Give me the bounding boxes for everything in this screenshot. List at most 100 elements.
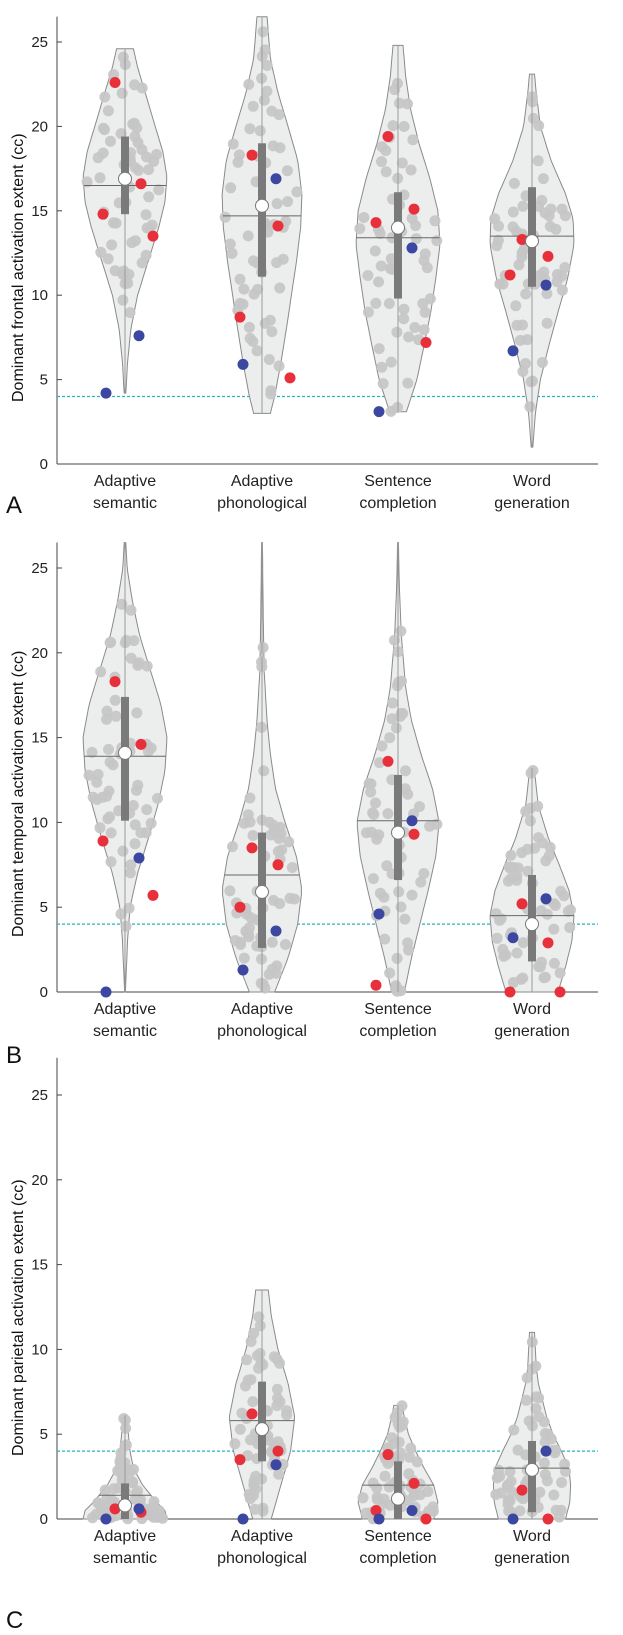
red-point — [516, 1484, 528, 1496]
data-point — [508, 862, 520, 873]
data-point — [374, 887, 386, 899]
data-point — [403, 1468, 415, 1480]
red-point — [272, 859, 284, 871]
data-point — [257, 978, 269, 990]
y-tick-label: 10 — [31, 814, 48, 831]
data-point — [254, 1348, 266, 1359]
red-point — [246, 1408, 258, 1420]
data-point — [411, 1456, 423, 1468]
data-point — [396, 1400, 408, 1412]
red-point — [234, 311, 246, 323]
data-point — [270, 967, 282, 979]
data-point — [548, 923, 560, 935]
red-point — [542, 250, 554, 262]
data-point — [405, 164, 417, 176]
blue-point — [540, 279, 552, 291]
data-point — [367, 873, 379, 885]
data-point — [238, 817, 250, 829]
data-point — [520, 1394, 532, 1406]
blue-point — [237, 1513, 249, 1525]
data-point — [117, 294, 129, 306]
data-point — [520, 805, 532, 817]
data-point — [245, 912, 257, 924]
data-point — [537, 173, 549, 185]
data-point — [393, 886, 405, 898]
panel-label-c: C — [6, 1607, 24, 1634]
red-point — [370, 1505, 382, 1517]
median-marker — [255, 884, 269, 899]
category-label: Sentence — [364, 1528, 432, 1545]
blue-point — [507, 932, 519, 944]
category-label: semantic — [93, 1023, 157, 1040]
data-point — [398, 313, 410, 325]
data-point — [142, 746, 154, 757]
blue-point — [373, 908, 385, 920]
data-point — [273, 1468, 285, 1480]
data-point — [357, 1492, 369, 1504]
data-point — [124, 867, 136, 879]
data-point — [414, 1489, 426, 1501]
red-point — [420, 336, 432, 348]
red-point — [542, 1513, 554, 1525]
data-point — [380, 166, 392, 178]
category-label: completion — [359, 1023, 436, 1040]
data-point — [129, 131, 141, 142]
data-point — [254, 1320, 266, 1332]
red-point — [109, 676, 121, 688]
data-point — [99, 124, 110, 136]
data-point — [380, 145, 392, 157]
data-point — [94, 822, 106, 834]
data-point — [538, 1416, 550, 1428]
data-point — [106, 239, 118, 251]
data-point — [555, 885, 567, 897]
data-point — [502, 875, 514, 887]
data-point — [266, 326, 278, 338]
data-point — [405, 1442, 417, 1454]
data-point — [148, 1501, 160, 1513]
data-point — [87, 791, 99, 803]
data-point — [219, 211, 231, 223]
data-point — [271, 1383, 283, 1395]
data-point — [243, 78, 255, 90]
data-point — [517, 937, 529, 949]
data-point — [510, 300, 522, 312]
data-point — [291, 186, 303, 198]
y-tick-label: 10 — [31, 287, 48, 304]
data-point — [103, 743, 114, 755]
data-point — [548, 957, 560, 969]
data-point — [123, 902, 135, 914]
data-point — [419, 248, 431, 260]
data-point — [382, 808, 394, 820]
y-tick-label: 20 — [31, 118, 48, 135]
data-point — [376, 156, 387, 168]
data-point — [530, 1360, 542, 1372]
data-point — [107, 759, 119, 771]
data-point — [92, 769, 104, 780]
data-point — [418, 324, 430, 336]
data-point — [493, 1464, 504, 1476]
data-point — [247, 1396, 259, 1408]
red-point — [147, 230, 159, 242]
panel-c: 0 5 10 15 20 25 Adaptive semantic Adaptive phonol… — [0, 1057, 623, 1635]
data-point — [521, 334, 533, 346]
data-point — [424, 820, 436, 832]
data-point — [226, 247, 238, 259]
iqr-box — [394, 192, 402, 299]
data-point — [377, 378, 389, 390]
data-point — [257, 1505, 269, 1517]
y-axis-label-c: Dominant parietal activation extent (cc) — [10, 1179, 27, 1456]
category-label: completion — [359, 495, 436, 512]
y-tick-label: 10 — [31, 1341, 48, 1358]
data-point — [370, 797, 381, 809]
data-point — [419, 306, 431, 318]
blue-point — [406, 1505, 418, 1517]
y-tick-label: 15 — [31, 203, 48, 220]
data-point — [95, 246, 107, 258]
data-point — [400, 765, 411, 777]
category-label: Adaptive — [231, 473, 293, 490]
red-point — [504, 269, 516, 281]
data-point — [281, 1409, 293, 1421]
data-point — [265, 385, 277, 397]
data-point — [286, 862, 298, 873]
category-label: phonological — [217, 1023, 307, 1040]
